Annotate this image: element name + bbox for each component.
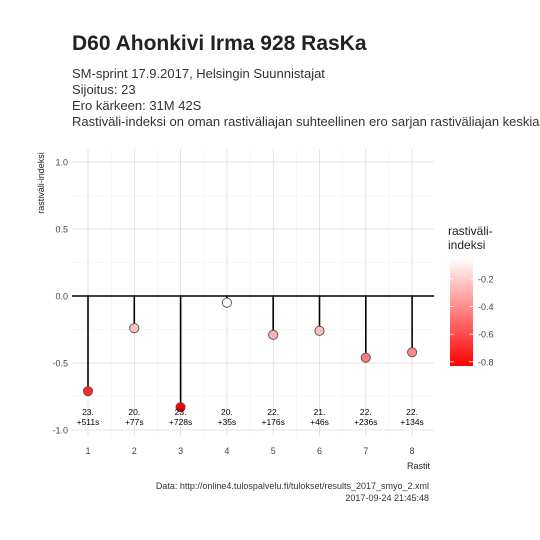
point-rank-label: 20.	[221, 407, 233, 417]
x-tick-label: 4	[224, 446, 229, 456]
legend-title-line2: indeksi	[448, 238, 485, 252]
x-axis-label: Rastit	[407, 461, 431, 471]
data-point	[221, 297, 232, 308]
caption-timestamp: 2017-09-24 21:45:48	[345, 493, 429, 503]
caption-source: Data: http://online4.tulospalvelu.fi/tul…	[155, 481, 429, 491]
point-rank-label: 22.	[406, 407, 418, 417]
point-rank-label: 21.	[314, 407, 326, 417]
point-rank-label: 20.	[128, 407, 140, 417]
point-time-label: +46s	[310, 417, 329, 427]
y-tick-label: 1.0	[55, 158, 68, 168]
x-tick-label: 8	[410, 446, 415, 456]
x-tick-label: 7	[363, 446, 368, 456]
y-axis-label: rastiväli-indeksi	[36, 152, 46, 214]
data-point	[360, 352, 371, 363]
point-rank-label: 22.	[360, 407, 372, 417]
y-tick-label: 0.0	[55, 292, 68, 302]
legend-tick-label: -0.4	[478, 302, 494, 312]
legend-tick-label: -0.2	[478, 274, 494, 284]
point-time-label: +176s	[261, 417, 284, 427]
data-point	[314, 325, 325, 336]
y-tick-label: -0.5	[52, 359, 68, 369]
point-rank-label: 23.	[175, 407, 187, 417]
point-time-label: +134s	[400, 417, 423, 427]
point-rank-label: 23.	[82, 407, 94, 417]
data-point	[175, 402, 186, 413]
data-point	[268, 329, 279, 340]
x-tick-label: 6	[317, 446, 322, 456]
point-time-label: +35s	[218, 417, 237, 427]
subtitle-event: SM-sprint 17.9.2017, Helsingin Suunnista…	[72, 66, 325, 81]
y-tick-label: -1.0	[52, 426, 68, 436]
point-time-label: +511s	[77, 417, 100, 427]
x-tick-label: 2	[132, 446, 137, 456]
point-time-label: +236s	[354, 417, 377, 427]
data-point	[407, 347, 418, 358]
legend-title-line1: rastiväli-	[448, 224, 493, 238]
x-tick-label: 3	[178, 446, 183, 456]
data-point	[82, 386, 94, 397]
x-tick-label: 1	[85, 446, 90, 456]
point-rank-label: 22.	[267, 407, 279, 417]
subtitle-rank: Sijoitus: 23	[72, 82, 136, 97]
data-point	[129, 323, 140, 334]
y-tick-label: 0.5	[55, 225, 68, 235]
legend-tick-label: -0.6	[478, 330, 494, 340]
legend-tick-label: -0.8	[478, 357, 494, 367]
point-time-label: +77s	[125, 417, 144, 427]
legend-colorbar	[450, 258, 473, 366]
subtitle-diff: Ero kärkeen: 31M 42S	[72, 98, 202, 113]
subtitle-description: Rastiväli-indeksi on oman rastiväliajan …	[72, 114, 540, 129]
point-time-label: +728s	[169, 417, 192, 427]
chart-title: D60 Ahonkivi Irma 928 RasKa	[72, 32, 367, 55]
x-tick-label: 5	[271, 446, 276, 456]
